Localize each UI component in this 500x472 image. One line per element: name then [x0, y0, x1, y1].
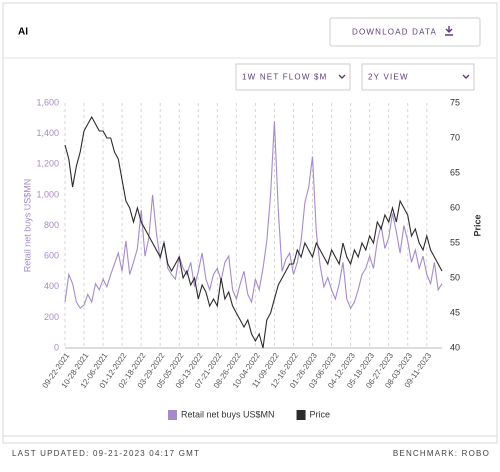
download-icon — [445, 26, 453, 36]
legend-label: Price — [310, 409, 331, 419]
legend-swatch — [296, 410, 306, 420]
y2-tick-label: 70 — [450, 132, 460, 142]
metric-dropdown[interactable] — [235, 63, 351, 91]
y2-tick-label: 45 — [450, 307, 460, 317]
y-tick-label: 0 — [54, 342, 59, 352]
chevron — [338, 74, 346, 79]
download-button[interactable] — [329, 17, 481, 47]
y-tick-label: 600 — [44, 251, 59, 261]
y-tick-label: 1,400 — [36, 128, 59, 138]
legend-label: Retail net buys US$MN — [181, 409, 275, 419]
benchmark: BENCHMARK: ROBO — [393, 449, 490, 458]
y2-tick-label: 60 — [450, 202, 460, 212]
title: AI — [18, 27, 28, 38]
y-tick-label: 1,600 — [36, 97, 59, 107]
chevron — [462, 74, 470, 79]
y-axis-label: Retail net buys US$MN — [22, 179, 32, 273]
y2-tick-label: 65 — [450, 167, 460, 177]
view-label[interactable]: 2Y VIEW — [368, 73, 409, 82]
last-updated: LAST UPDATED: 09-21-2023 04:17 GMT — [12, 449, 200, 458]
y-tick-label: 800 — [44, 220, 59, 230]
y2-tick-label: 40 — [450, 342, 460, 352]
y-tick-label: 1,000 — [36, 189, 59, 199]
y-tick-label: 200 — [44, 312, 59, 322]
series-line — [64, 121, 443, 310]
y2-tick-label: 50 — [450, 272, 460, 282]
y2-tick-label: 55 — [450, 237, 460, 247]
view-dropdown[interactable] — [361, 63, 475, 91]
y2-axis-label: Price — [472, 214, 482, 236]
y-tick-label: 400 — [44, 281, 59, 291]
metric-label[interactable]: 1W NET FLOW $M — [242, 73, 328, 82]
download-label[interactable]: DOWNLOAD DATA — [352, 28, 437, 37]
legend-swatch — [168, 410, 177, 420]
series-line — [64, 115, 443, 349]
y-tick-label: 1,200 — [36, 159, 59, 169]
y2-tick-label: 75 — [450, 97, 460, 107]
